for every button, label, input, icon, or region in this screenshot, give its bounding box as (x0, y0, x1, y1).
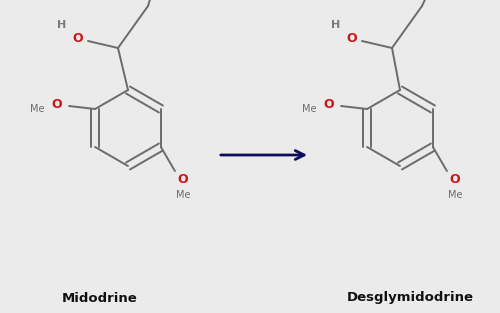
Text: O: O (450, 172, 460, 186)
Text: O: O (178, 172, 188, 186)
Text: O: O (346, 32, 358, 44)
Text: Me: Me (176, 190, 190, 200)
Text: Me: Me (448, 190, 462, 200)
Text: Desglymidodrine: Desglymidodrine (346, 291, 474, 305)
Text: O: O (52, 98, 62, 110)
Text: Me: Me (302, 104, 316, 114)
Text: H: H (58, 20, 66, 30)
Text: Me: Me (30, 104, 44, 114)
Text: O: O (324, 98, 334, 110)
Text: H: H (332, 20, 340, 30)
Text: O: O (72, 32, 84, 44)
Text: Midodrine: Midodrine (62, 291, 138, 305)
